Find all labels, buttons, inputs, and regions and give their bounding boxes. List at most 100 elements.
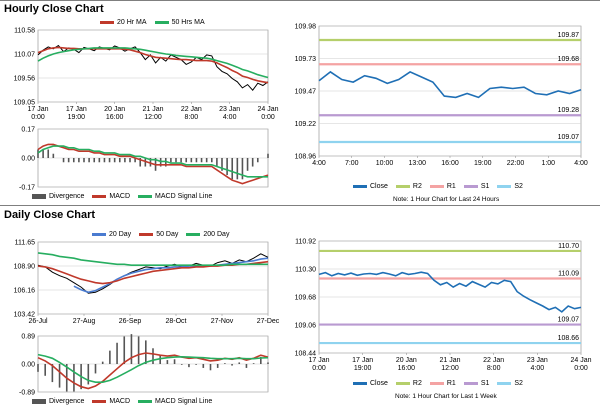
x-tick-label: 22:00 (507, 160, 525, 167)
legend-label-r2-daily: R2 (412, 380, 422, 387)
x-tick-label: 23 Jan (527, 357, 548, 364)
y-tick-label: 111.65 (15, 240, 35, 247)
x-tick-label: 16:00 (441, 160, 459, 167)
hourly-section-title: Hourly Close Chart (4, 3, 104, 15)
y-tick-label: 108.90 (14, 264, 36, 271)
x-tick-label: 26-Jul (28, 318, 48, 325)
x-tick-label: 17 Jan (66, 106, 87, 113)
x-tick-label: 19:00 (474, 160, 492, 167)
legend-swatch-r1 (429, 185, 444, 188)
daily-price-legend: 20 Day 50 Day 200 Day (84, 231, 229, 238)
y-tick-label: 109.05 (14, 100, 36, 107)
x-tick-label: 22 Jan (181, 106, 202, 113)
daily-macd-panel: 0.89 0.00 -0.89 Divergence MACD MACD Signa… (4, 332, 276, 412)
hourly-price-legend: 20 Hr MA 50 Hrs MA (92, 19, 205, 26)
legend-label-s1: S1 (480, 183, 490, 190)
x-tick-label: 16:00 (398, 365, 416, 372)
hourly-levels-legend: Close R2 R1 S1 S2 (345, 183, 523, 190)
x-tick-label: 20 Jan (104, 106, 125, 113)
level-label-s2: 108.66 (558, 335, 580, 342)
daily-note: Note: 1 Hour Chart for Last 1 Week (395, 393, 497, 400)
series-20-day (73, 257, 269, 294)
y-tick-label: 0.89 (21, 334, 35, 341)
series-macd (37, 143, 269, 185)
hourly-levels-panel: 109.98 109.73 109.47 109.22 108.96 4:00 7:00 10… (295, 20, 597, 205)
y-tick-label: 110.07 (14, 52, 35, 59)
y-tick-label: 0.17 (21, 127, 35, 134)
legend-label-macd: MACD (109, 193, 131, 200)
legend-swatch-macd-daily (92, 400, 107, 403)
level-label-s1: 109.07 (558, 317, 580, 324)
legend-label-r1: R1 (446, 183, 456, 190)
x-tick-label: 24 Jan (257, 106, 278, 113)
level-label-r1: 109.68 (558, 56, 580, 63)
y-tick-label: 108.96 (295, 154, 317, 161)
series-20-hr-ma (37, 46, 269, 84)
middle-divider (0, 205, 600, 206)
hourly-note: Note: 1 Hour Chart for Last 24 Hours (393, 196, 500, 203)
level-label-r2: 110.70 (558, 243, 579, 250)
series-macd-signal (37, 145, 268, 178)
x-tick-label: 0:00 (261, 114, 275, 121)
legend-swatch-close (353, 185, 367, 188)
legend-swatch-macd (92, 195, 107, 198)
legend-swatch-r2 (395, 185, 410, 188)
top-divider (0, 0, 600, 1)
x-tick-label: 26-Sep (119, 318, 142, 325)
x-tick-label: 0:00 (574, 365, 588, 372)
x-tick-label: 0:00 (312, 365, 326, 372)
legend-label-macd-signal-daily: MACD Signal Line (155, 398, 213, 405)
y-tick-label: 108.44 (295, 351, 317, 358)
x-tick-label: 4:00 (223, 114, 237, 121)
legend-label-divergence-daily: Divergence (49, 398, 85, 405)
x-tick-label: 17 Jan (308, 357, 329, 364)
x-tick-label: 27-Aug (73, 318, 96, 325)
x-tick-label: 28-Oct (165, 318, 186, 325)
daily-levels-legend: Close R2 R1 S1 S2 (345, 380, 523, 387)
x-tick-label: 4:00 (312, 160, 326, 167)
hourly-price-panel: 20 Hr MA 50 Hrs MA 110.58 110.07 109.56 109… (4, 18, 279, 123)
x-tick-label: 27-Nov (211, 318, 234, 325)
legend-swatch-divergence (32, 194, 46, 199)
legend-label-close: Close (370, 183, 388, 190)
legend-swatch-s2-daily (497, 382, 512, 385)
legend-swatch-20-day (92, 233, 106, 236)
x-tick-label: 8:00 (487, 365, 501, 372)
y-tick-label: 0.00 (21, 156, 35, 163)
legend-swatch-50hrs-ma (154, 21, 169, 24)
legend-swatch-s1-daily (463, 382, 478, 385)
legend-swatch-r2-daily (395, 382, 410, 385)
x-tick-label: 19:00 (68, 114, 86, 121)
x-tick-label: 21 Jan (142, 106, 163, 113)
level-label-s2: 109.07 (558, 134, 580, 141)
hourly-macd-chart: 0.17 0.00 -0.17 (19, 127, 269, 192)
x-tick-label: 8:00 (185, 114, 199, 121)
x-tick-label: 19:00 (354, 365, 372, 372)
series-close (318, 70, 582, 99)
y-tick-label: 110.58 (14, 28, 35, 35)
series-price (37, 253, 269, 294)
level-label-r2: 109.87 (558, 32, 580, 39)
x-tick-label: 13:00 (408, 160, 426, 167)
legend-label-50hrs-ma: 50 Hrs MA (171, 19, 205, 26)
legend-swatch-s2 (497, 185, 512, 188)
x-tick-label: 0:00 (31, 114, 45, 121)
y-tick-label: -0.89 (19, 390, 35, 397)
legend-swatch-s1 (463, 185, 478, 188)
level-label-r1: 110.09 (558, 270, 579, 277)
series-macd-signal (37, 353, 269, 383)
x-tick-label: 7:00 (345, 160, 359, 167)
legend-swatch-divergence-daily (32, 399, 46, 404)
y-tick-label: 109.73 (295, 56, 317, 63)
y-tick-label: 106.16 (14, 288, 36, 295)
x-tick-label: 24 Jan (570, 357, 591, 364)
legend-label-r1-daily: R1 (446, 380, 456, 387)
legend-swatch-macd-signal-daily (138, 400, 153, 403)
legend-label-close-daily: Close (370, 380, 388, 387)
y-tick-label: -0.17 (19, 185, 35, 192)
y-tick-label: 110.92 (295, 239, 316, 246)
x-tick-label: 10:00 (376, 160, 394, 167)
